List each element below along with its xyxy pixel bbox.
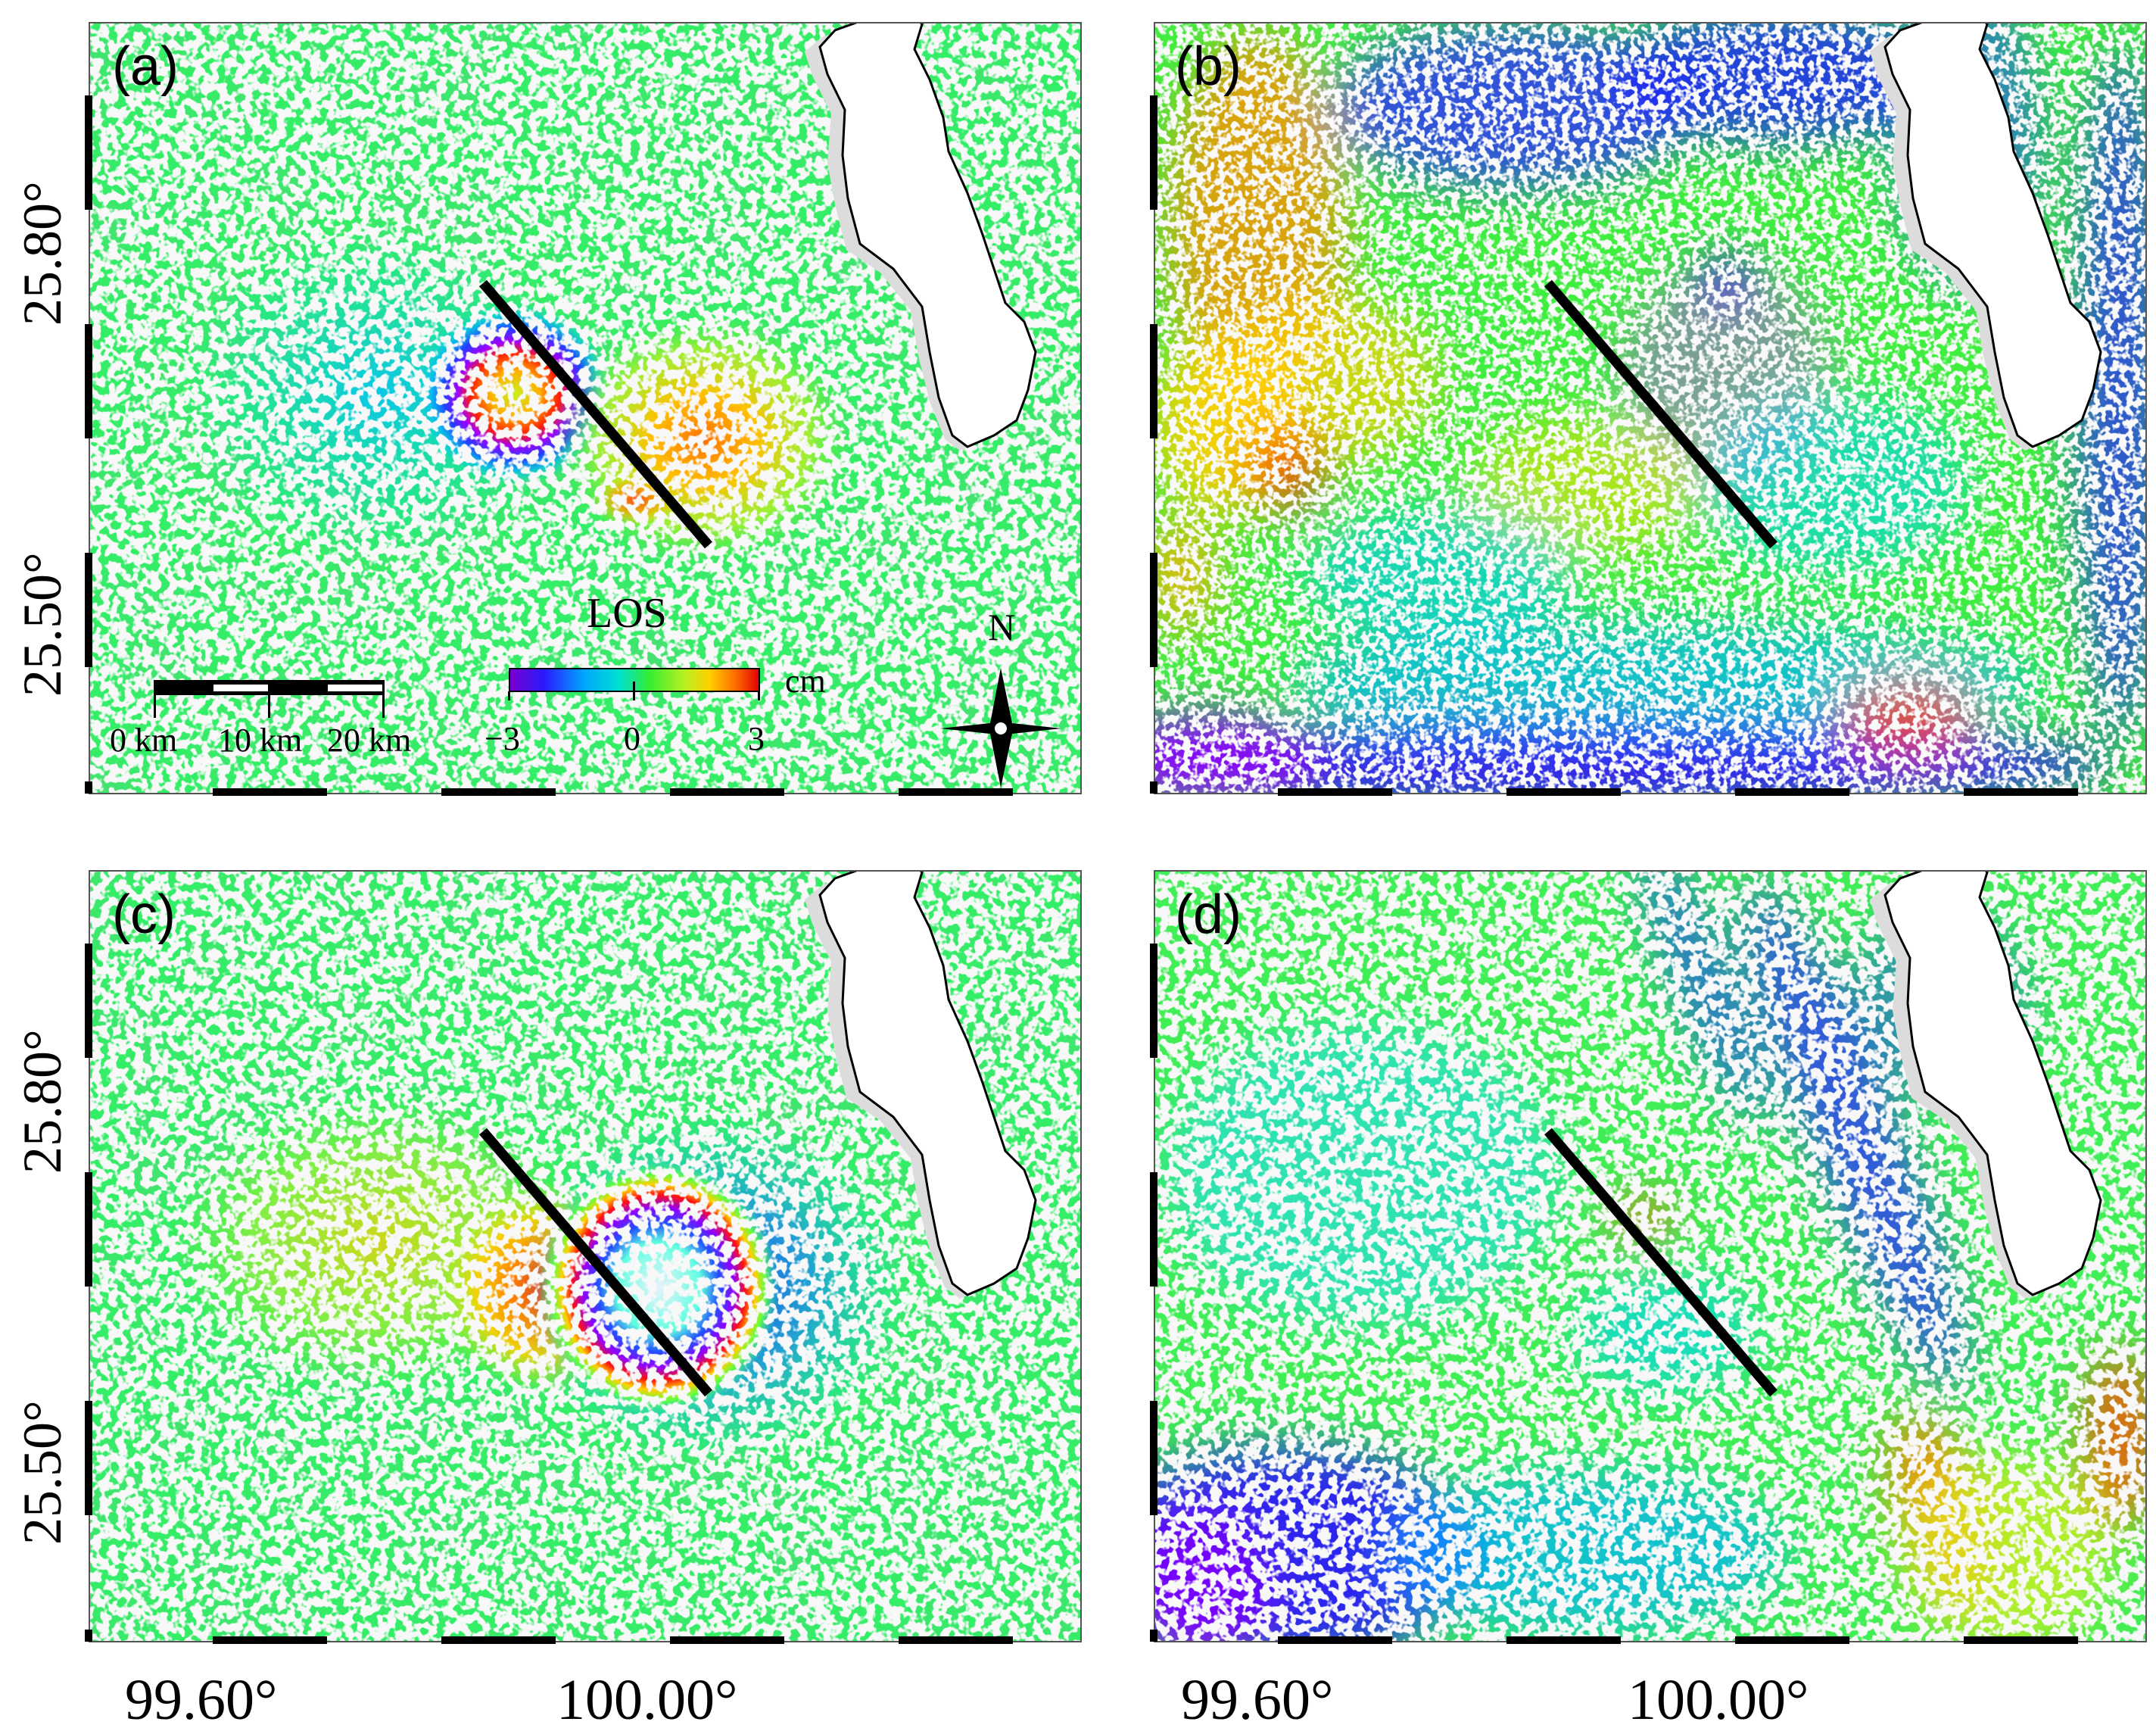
graticule-bar — [213, 788, 327, 796]
lon-label-right: 100.00° — [1628, 1668, 1809, 1728]
fault-trace — [1544, 1128, 1777, 1397]
graticule-bar — [1278, 788, 1392, 796]
graticule-bar — [85, 1401, 92, 1515]
graticule-bar — [1150, 781, 1157, 794]
scale-label-0: 0 km — [110, 722, 177, 759]
graticule-bar — [1150, 324, 1157, 438]
colorbar: LOS cm −3 0 3 — [484, 590, 826, 757]
graticule-bar — [899, 1636, 1013, 1644]
panel-a — [89, 23, 1081, 794]
scale-bar: 0 km 10 km 20 km — [110, 680, 411, 759]
graticule-bar — [1964, 1636, 2078, 1644]
graticule-bar — [670, 788, 784, 796]
graticule-bar — [85, 781, 92, 794]
north-label: N — [988, 606, 1015, 648]
graticule-bar — [670, 1636, 784, 1644]
lat-label-bottom: 25.50° — [12, 552, 73, 697]
graticule-bar — [85, 324, 92, 438]
colorbar-tick-min: −3 — [484, 720, 520, 757]
fault-trace — [479, 279, 712, 549]
fault-trace — [479, 1128, 712, 1397]
graticule-bar — [1278, 1636, 1392, 1644]
lon-label-right: 100.00° — [556, 1668, 737, 1728]
scale-label-20: 20 km — [327, 722, 411, 759]
graticule-bar — [1506, 1636, 1621, 1644]
graticule-bar — [1735, 788, 1849, 796]
graticule-bar — [1150, 1630, 1157, 1642]
graticule-bar — [1964, 788, 2078, 796]
lon-label-left: 99.60° — [125, 1668, 277, 1728]
graticule-bars — [85, 95, 2078, 1644]
colorbar-tick-zero: 0 — [624, 720, 640, 757]
graticule-bar — [213, 1636, 327, 1644]
panel-c — [89, 871, 1081, 1642]
graticule-bar — [441, 788, 556, 796]
graticule-bar — [1150, 95, 1157, 210]
graticule-bar — [1735, 1636, 1849, 1644]
graticule-bar — [1150, 1172, 1157, 1287]
graticule-bar — [85, 1172, 92, 1287]
colorbar-title: LOS — [587, 590, 667, 637]
graticule-bar — [85, 1630, 92, 1642]
fault-trace — [1544, 279, 1777, 549]
lon-label-left: 99.60° — [1181, 1668, 1333, 1728]
graticule-bar — [85, 944, 92, 1058]
scale-label-10: 10 km — [218, 722, 302, 759]
colorbar-unit: cm — [785, 663, 826, 700]
graticule-bar — [85, 95, 92, 210]
panel-label-c: (c) — [112, 884, 176, 945]
graticule-bar — [1506, 788, 1621, 796]
lat-label-top: 25.80° — [12, 1029, 73, 1174]
graticule-bar — [1150, 1401, 1157, 1515]
panel-b — [1154, 23, 2146, 794]
graticule-bar — [899, 788, 1013, 796]
lat-label-bottom: 25.50° — [12, 1400, 73, 1545]
panel-label-a: (a) — [112, 36, 179, 97]
north-arrow: N — [940, 606, 1061, 788]
lat-label-top: 25.80° — [12, 181, 73, 326]
graticule-bar — [1150, 553, 1157, 667]
graticule-bar — [1150, 944, 1157, 1058]
graticule-bar — [441, 1636, 556, 1644]
panel-label-b: (b) — [1175, 36, 1242, 97]
panel-label-d: (d) — [1175, 884, 1242, 945]
panel-d — [1154, 871, 2146, 1642]
graticule-bar — [85, 553, 92, 667]
colorbar-tick-max: 3 — [748, 720, 765, 757]
